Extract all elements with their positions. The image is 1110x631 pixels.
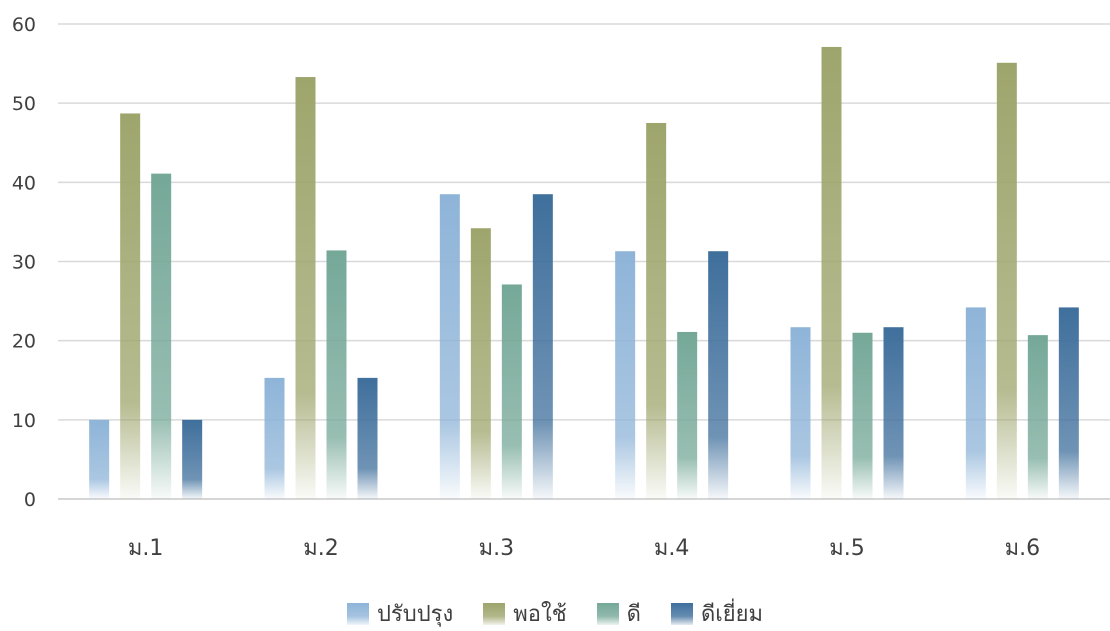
bar-3-series-2 [470,228,491,499]
y-tick-label: 60 [12,14,36,36]
bar-1-series-2 [120,113,141,499]
bar-4-series-3 [677,331,698,499]
bar-4-series-4 [708,251,729,499]
bar-2-series-2 [295,77,316,500]
bar-1-series-1 [89,419,110,499]
bar-3-series-1 [439,194,460,500]
bar-3-series-3 [501,284,522,499]
x-category-label: ม.3 [479,536,515,561]
bar-2-series-4 [357,377,378,499]
bar-5-series-4 [883,327,904,499]
bar-5-series-1 [790,327,811,499]
y-axis-tick-labels: 0 10 20 30 40 50 60 [12,14,36,511]
bar-6-series-4 [1058,307,1079,499]
bar-chart: 0 10 20 30 40 50 60 ม.1 ม.2 ม.3 ม.4 ม.5 ม.6 [12,14,1110,561]
bar-2-series-1 [264,377,285,499]
y-tick-label: 10 [12,410,36,432]
bar-3-series-4 [532,194,553,500]
bar-6-series-1 [965,307,986,499]
legend-swatch [670,602,693,625]
y-tick-label: 20 [12,331,36,353]
y-tick-label: 0 [24,489,36,511]
bar-1-series-3 [151,173,172,499]
y-tick-label: 50 [12,93,36,115]
bar-4-series-2 [646,122,667,499]
y-tick-label: 30 [12,252,36,274]
legend-label: ดีเยี่ยม [700,602,764,627]
bar-6-series-3 [1027,335,1048,499]
legend-swatch [346,602,369,625]
legend-item: ดี [596,596,641,631]
legend-item: พอใช้ [483,596,567,631]
bar-5-series-2 [821,46,842,499]
bar-6-series-2 [996,62,1017,500]
legend-item: ดีเยี่ยม [670,596,764,631]
bar-4-series-1 [615,251,636,499]
x-category-label: ม.1 [128,536,164,561]
x-category-label: ม.6 [1005,536,1041,561]
legend: ปรับปรุง พอใช้ ดี ดีเยี่ยม [0,596,1110,631]
legend-label: ปรับปรุง [376,602,454,627]
bar-2-series-3 [326,250,347,499]
legend-label: พอใช้ [513,602,567,627]
x-category-label: ม.5 [829,536,865,561]
y-tick-label: 40 [12,172,36,194]
legend-swatch [483,602,506,625]
bars [89,46,1079,500]
bar-1-series-4 [182,419,203,499]
bar-5-series-3 [852,332,873,499]
legend-item: ปรับปรุง [346,596,454,631]
gridlines [58,23,1110,500]
legend-label: ดี [626,602,641,627]
x-axis-category-labels: ม.1 ม.2 ม.3 ม.4 ม.5 ม.6 [128,536,1040,561]
x-category-label: ม.4 [654,536,690,561]
x-category-label: ม.2 [303,536,339,561]
legend-swatch [596,602,619,625]
